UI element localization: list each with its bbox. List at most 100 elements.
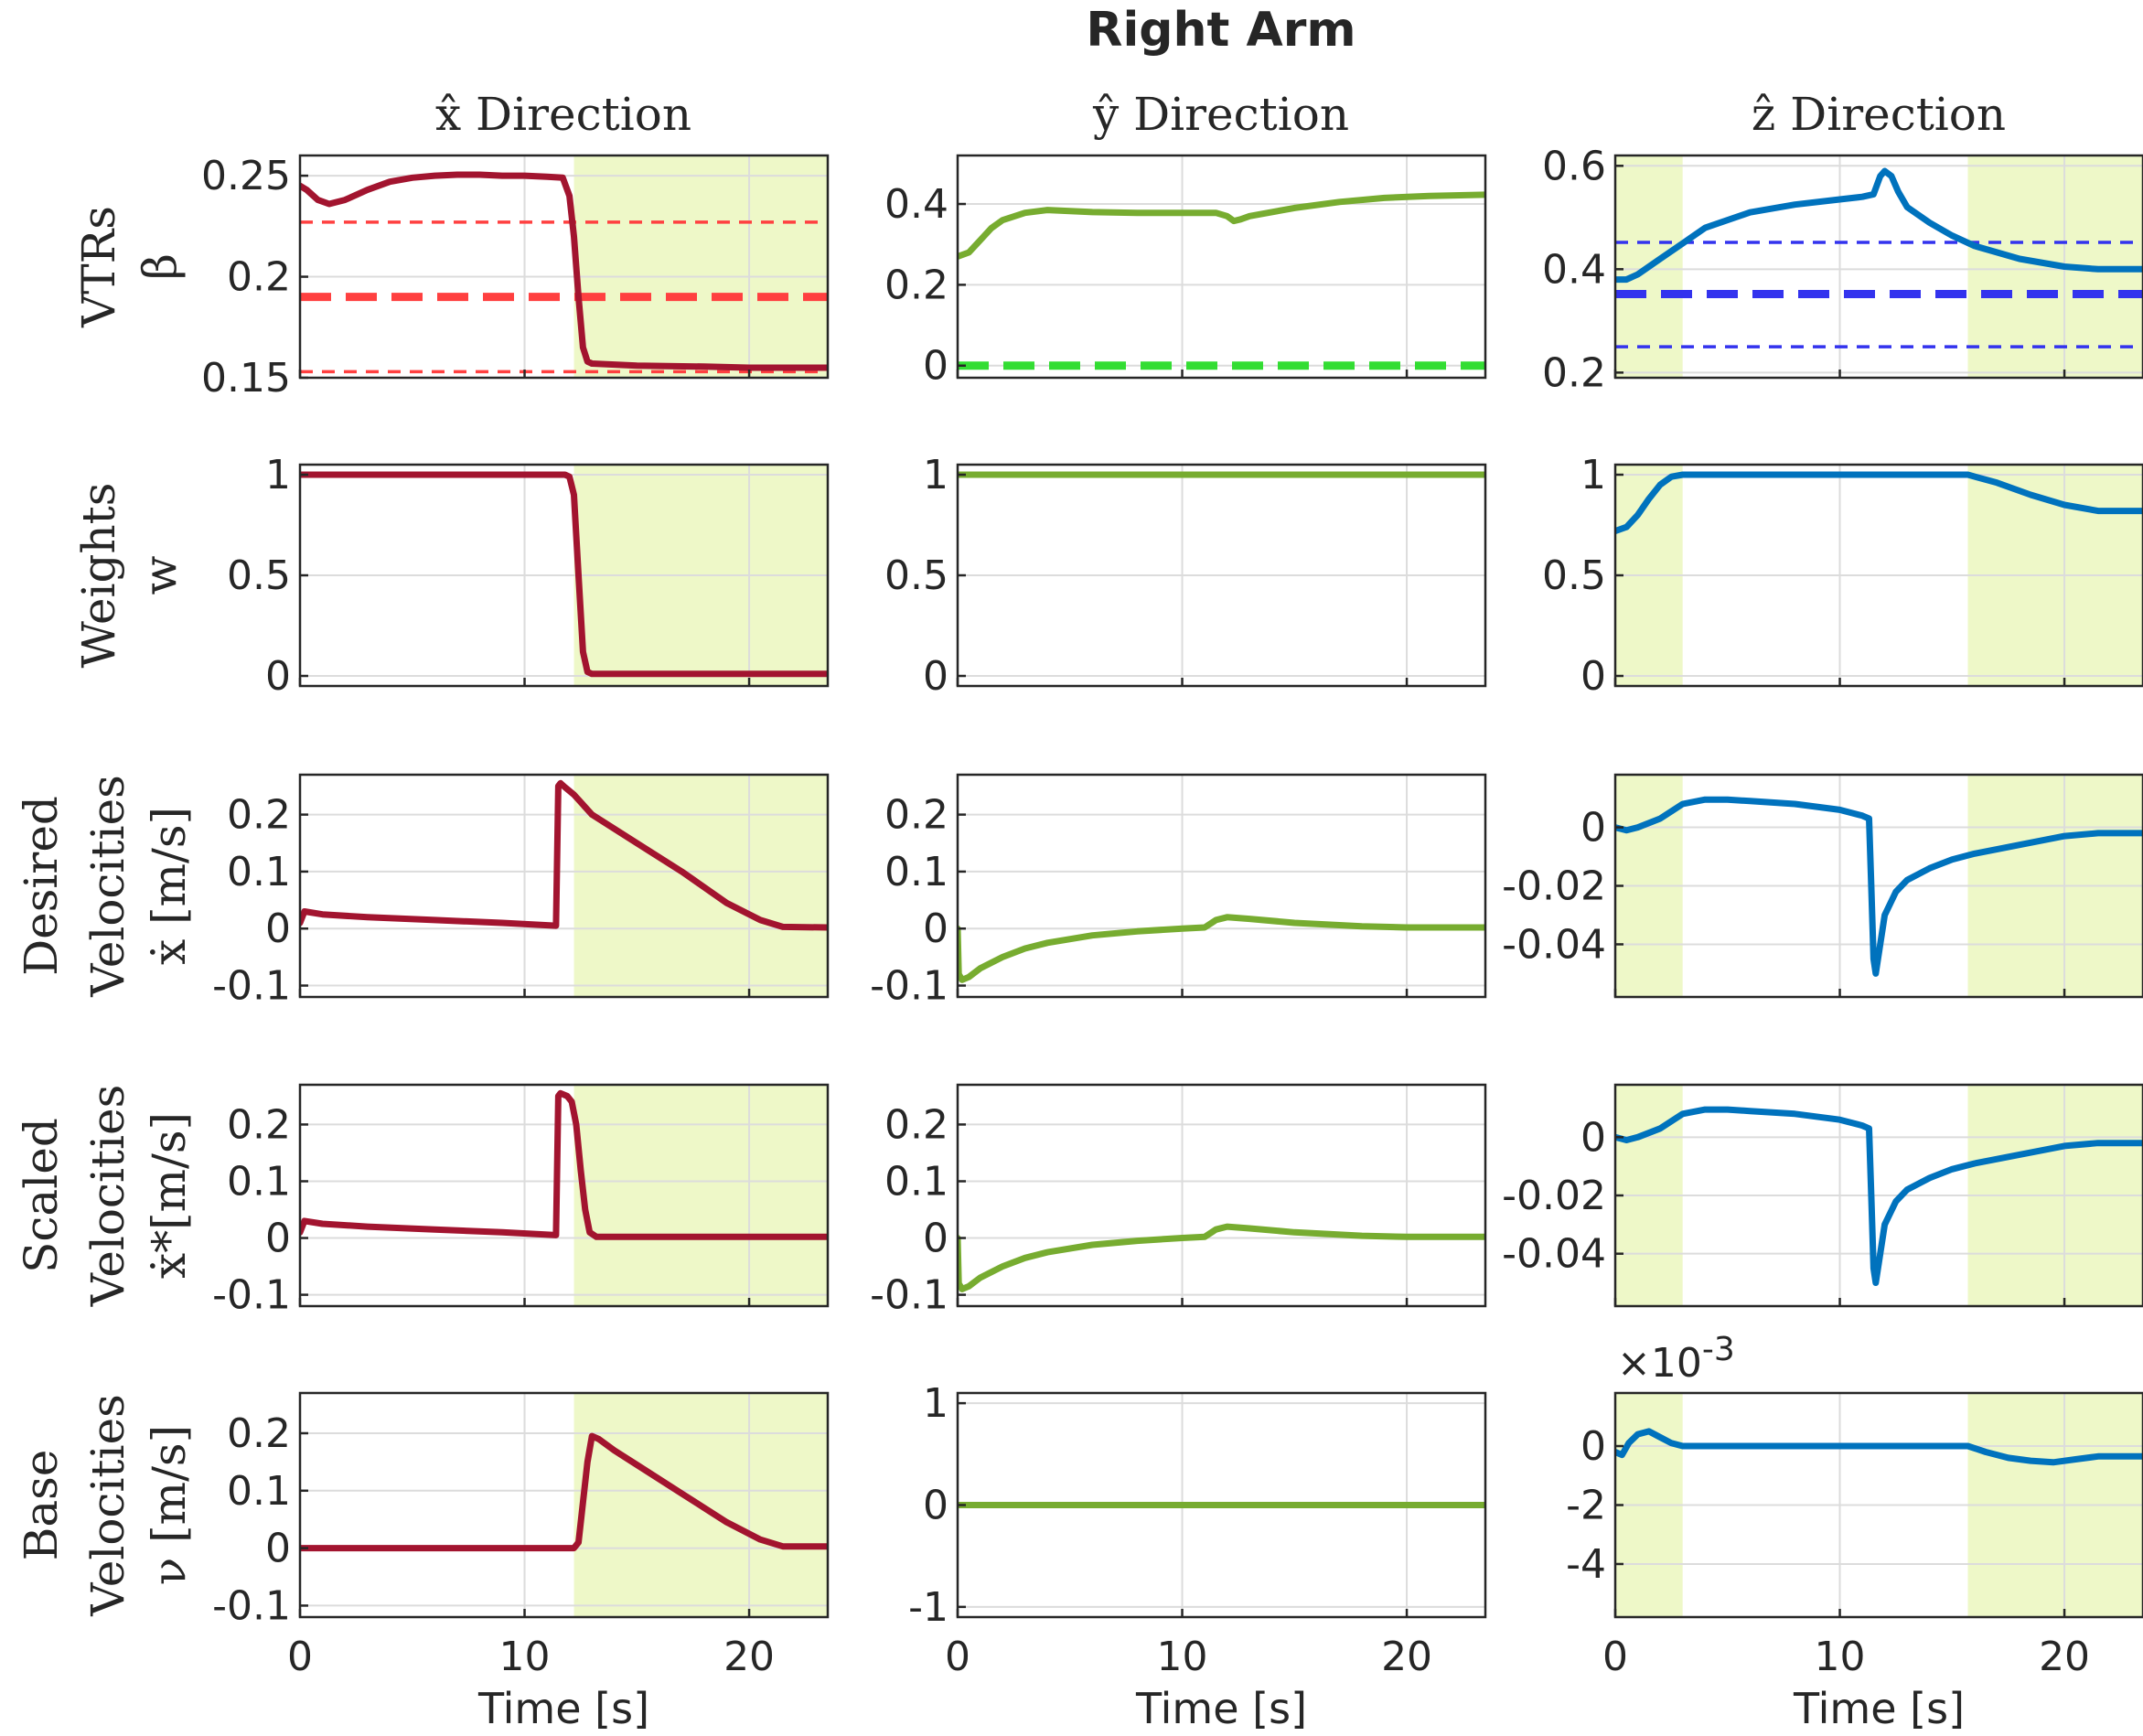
y-tick-label: 0	[265, 1216, 291, 1262]
y-tick-label: -0.1	[870, 1272, 948, 1319]
plot-area	[300, 1089, 828, 1240]
series-line	[958, 914, 1485, 983]
y-tick-label: 0	[265, 653, 291, 700]
plot-area	[958, 191, 1485, 370]
panel-dv-x: -0.1 0 0.1 0.2	[212, 773, 830, 1010]
row-label-line: Desired	[15, 796, 68, 976]
y-tick-label: 0	[923, 1216, 948, 1262]
panel-bv-z: -4 -2 0 0 10 20 ×10-3	[1566, 1331, 2143, 1680]
panel-bv-x: -0.1 0 0.1 0.2 0 10 20	[212, 1391, 830, 1680]
series-line	[958, 1223, 1485, 1292]
axes-box	[298, 773, 830, 999]
y-tick-label: 0.1	[884, 849, 948, 895]
y-tick-label: 1	[1580, 452, 1606, 498]
axes-box	[298, 154, 830, 380]
axes-box	[1613, 154, 2143, 380]
y-tick-label: 0.1	[227, 849, 291, 895]
y-tick-label: -0.1	[212, 1272, 291, 1319]
shaded-region	[573, 1085, 828, 1306]
row-label-line: ẋ [m/s]	[143, 807, 196, 965]
y-tick-label: 1	[923, 1380, 948, 1427]
row-label-line: ẋ*[m/s]	[143, 1112, 196, 1279]
row-label-line: ν [m/s]	[143, 1425, 196, 1585]
panel-vtr-y: 0 0.2 0.4	[884, 154, 1487, 390]
panel-sv-x: -0.1 0 0.1 0.2	[212, 1083, 830, 1319]
y-tick-label: 0	[1580, 1114, 1606, 1161]
row-label-line: Weights	[72, 483, 125, 669]
y-tick-label: 0.1	[227, 1158, 291, 1205]
y-tick-label: 0	[923, 1483, 948, 1529]
y-tick-label: 0.2	[227, 254, 291, 301]
x-tick-label: 0	[945, 1634, 970, 1680]
y-tick-label: 0.5	[1542, 552, 1606, 599]
x-tick-label: 20	[723, 1634, 775, 1680]
x-tick-label: 10	[1157, 1634, 1208, 1680]
row-label-line: Velocities	[81, 1394, 134, 1617]
axes-box	[298, 1083, 830, 1308]
y-tick-label: 0	[923, 343, 948, 390]
plot-area	[1615, 1106, 2143, 1286]
axes-box	[956, 773, 1487, 999]
y-tick-label: -1	[908, 1584, 948, 1631]
shaded-region	[573, 155, 828, 378]
y-tick-label: 0.5	[884, 552, 948, 599]
row-label-line: VTRs	[72, 206, 125, 328]
row-label-line: Scaled	[15, 1118, 68, 1273]
axes-box	[956, 154, 1487, 380]
y-tick-label: 0.2	[227, 792, 291, 839]
y-tick-label: 0	[1580, 1423, 1606, 1470]
plot-area	[300, 779, 828, 931]
x-tick-label: 10	[499, 1634, 551, 1680]
y-tick-label: -0.04	[1502, 921, 1606, 968]
plot-area	[1615, 796, 2143, 977]
y-tick-label: 1	[265, 452, 291, 498]
plot-area	[1615, 471, 2143, 535]
y-tick-label: 0.2	[227, 1410, 291, 1457]
y-tick-label: -0.1	[870, 963, 948, 1010]
y-tick-label: 0.2	[1542, 349, 1606, 396]
y-tick-label: 0.4	[1542, 246, 1606, 293]
y-tick-label: 0.2	[884, 792, 948, 839]
y-tick-label: 0.2	[884, 262, 948, 308]
x-tick-label: 20	[2039, 1634, 2090, 1680]
panels: 0.150.20.2500.20.40.20.40.600.5100.5100.…	[201, 143, 2143, 1680]
panel-dv-z: -0.04 -0.02 0	[1502, 773, 2143, 999]
plot-area	[300, 171, 828, 374]
y-tick-label: 0	[923, 906, 948, 952]
y-tick-label: -2	[1566, 1483, 1606, 1529]
y-tick-label: 0.6	[1542, 143, 1606, 189]
x-tick-label: 20	[1381, 1634, 1432, 1680]
y-tick-label: -0.02	[1502, 1173, 1606, 1219]
x-axis-label: Time [s]	[1135, 1684, 1307, 1733]
y-tick-label: -4	[1566, 1541, 1606, 1588]
x-axis-label: Time [s]	[477, 1684, 649, 1733]
series-line	[300, 171, 828, 371]
y-tick-label: 0	[1580, 653, 1606, 700]
panel-sv-z: -0.04 -0.02 0	[1502, 1083, 2143, 1308]
plot-area	[958, 914, 1485, 983]
plot-area	[300, 471, 828, 678]
y-tick-label: 0.1	[884, 1158, 948, 1205]
panel-dv-y: -0.1 0 0.1 0.2	[870, 773, 1487, 1010]
row-label-line: Base	[15, 1450, 68, 1561]
axis-exponent-label: ×10-3	[1617, 1331, 1735, 1387]
plot-area	[1615, 1428, 2143, 1466]
panel-w-z: 00.51	[1542, 452, 2143, 700]
y-tick-label: -0.02	[1502, 863, 1606, 910]
y-tick-label: -0.1	[212, 1582, 291, 1629]
y-tick-label: 0	[265, 906, 291, 952]
series-line	[1615, 796, 2143, 977]
series-line	[1615, 1428, 2143, 1466]
x-axis-label: Time [s]	[1793, 1684, 1965, 1733]
y-tick-label: 0.5	[227, 552, 291, 599]
y-tick-label: 0	[1580, 805, 1606, 852]
figure-title: Right Arm	[1086, 3, 1355, 58]
x-tick-label: 10	[1815, 1634, 1866, 1680]
axes-box	[298, 1391, 830, 1619]
series-line	[300, 471, 828, 678]
series-line	[300, 779, 828, 931]
x-tick-label: 0	[1602, 1634, 1628, 1680]
row-label-line: Velocities	[81, 1085, 134, 1308]
